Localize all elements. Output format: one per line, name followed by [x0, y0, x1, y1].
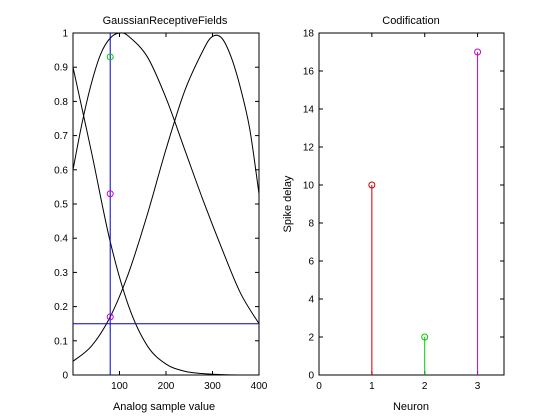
- stem-marker: [474, 48, 482, 56]
- y-tick-label: 0.7: [54, 131, 68, 142]
- y-tick-label: 0.6: [54, 165, 68, 176]
- stem-marker: [421, 333, 429, 341]
- y-tick-label: 1: [62, 29, 68, 40]
- y-tick-label: 10: [303, 181, 315, 192]
- y-tick-label: 0.5: [54, 200, 68, 211]
- gaussian-receptive-fields-chart: GaussianReceptiveFields 100 200 300 400 0 0.1…: [54, 15, 268, 413]
- y-tick-label: 0.9: [54, 63, 68, 74]
- y-tick-label: 6: [308, 257, 314, 268]
- intersection-marker: [106, 313, 114, 321]
- x-axis-label: Analog sample value: [113, 401, 215, 413]
- y-tick-label: 18: [303, 29, 315, 40]
- gaussian-curve: [72, 67, 260, 376]
- y-tick-label: 14: [303, 105, 315, 116]
- y-tick-label: 8: [308, 219, 314, 230]
- gaussian-curve: [72, 32, 260, 324]
- y-tick-label: 12: [303, 143, 315, 154]
- x-tick-label: 3: [475, 381, 481, 392]
- y-tick-label: 0.2: [54, 302, 68, 313]
- y-tick-label: 2: [308, 333, 314, 344]
- x-axis-label: Neuron: [393, 401, 429, 413]
- x-tick-label: 200: [158, 381, 175, 392]
- y-tick-label: 4: [308, 295, 314, 306]
- y-tick-label: 0: [62, 371, 68, 382]
- y-tick-label: 0.8: [54, 97, 68, 108]
- y-tick-label: 0.3: [54, 268, 68, 279]
- intersection-marker: [106, 53, 114, 61]
- axes-box: [318, 32, 505, 376]
- x-tick-label: 0: [316, 381, 322, 392]
- y-axis-label: Spike delay: [282, 175, 294, 232]
- x-tick-label: 400: [251, 381, 268, 392]
- gaussian-curve: [72, 34, 260, 362]
- stem-marker: [368, 181, 376, 189]
- y-tick-label: 0.4: [54, 234, 68, 245]
- x-tick-label: 300: [204, 381, 221, 392]
- x-tick-label: 2: [422, 381, 428, 392]
- x-tick-label: 1: [369, 381, 375, 392]
- intersection-marker: [106, 190, 114, 198]
- y-tick-label: 16: [303, 67, 315, 78]
- y-tick-label: 0.1: [54, 336, 68, 347]
- chart-title: GaussianReceptiveFields: [103, 15, 228, 27]
- x-tick-label: 100: [111, 381, 128, 392]
- plot-area: 100 200 300 400 0 0.1 0.2 0.3 0.4 0.5 0.6 0.7 0.8 0.9…: [54, 29, 268, 393]
- chart-title: Codification: [382, 15, 439, 27]
- y-tick-label: 0: [308, 371, 314, 382]
